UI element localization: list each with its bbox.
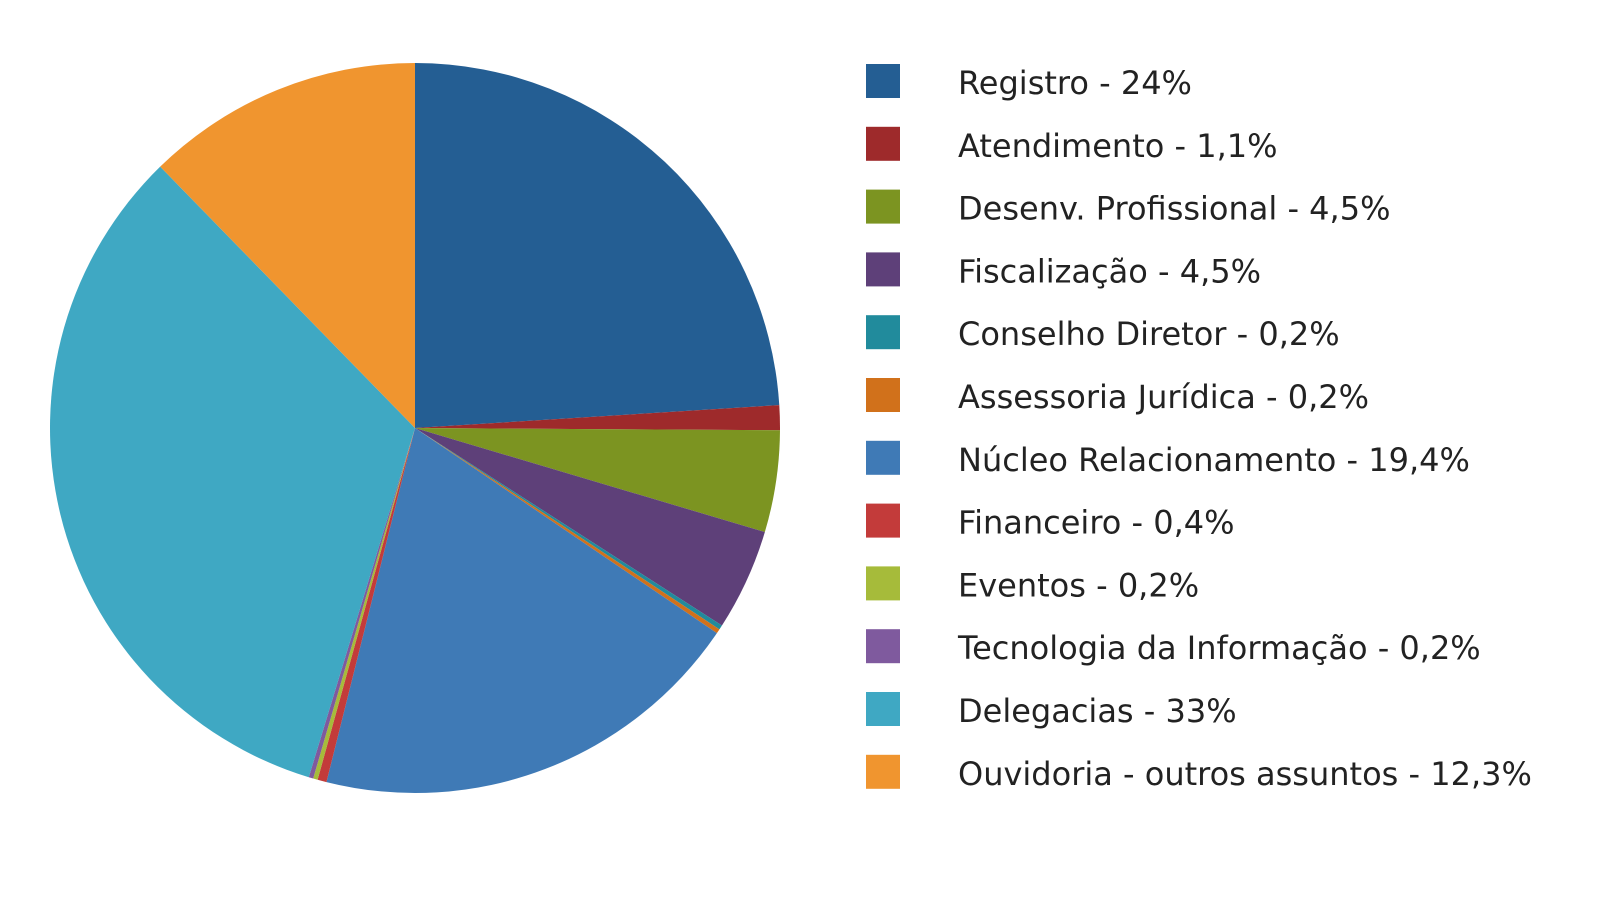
pie-slice — [415, 428, 780, 533]
pie-slice — [313, 428, 415, 780]
legend-label: Fiscalização - 4,5% — [958, 252, 1261, 290]
pie-slice — [317, 428, 415, 783]
pie-slice — [415, 428, 765, 626]
legend-label: Atendimento - 1,1% — [958, 127, 1278, 165]
legend-label: Financeiro - 0,4% — [958, 504, 1235, 542]
pie-slice — [415, 405, 780, 431]
legend-label: Desenv. Profissional - 4,5% — [958, 190, 1390, 228]
pie-slice — [308, 428, 415, 779]
legend-swatch — [866, 440, 900, 475]
legend-swatch — [866, 64, 900, 98]
legend-swatch — [866, 126, 900, 161]
legend-label: Eventos - 0,2% — [958, 566, 1199, 604]
legend-swatch — [866, 315, 900, 350]
pie-slice — [160, 63, 415, 428]
pie-slice — [415, 63, 780, 428]
legend-swatch — [866, 629, 900, 664]
legend-swatch — [866, 378, 900, 412]
legend-swatch — [866, 503, 900, 538]
pie-slice — [415, 428, 720, 634]
legend-swatch — [866, 566, 900, 601]
legend-label: Ouvidoria - outros assuntos - 12,3% — [958, 755, 1532, 793]
legend-label: Delegacias - 33% — [958, 692, 1237, 730]
pie-slice — [326, 428, 717, 793]
pie-slice — [415, 428, 722, 630]
legend-label: Assessoria Jurídica - 0,2% — [958, 378, 1369, 416]
legend-label: Núcleo Relacionamento - 19,4% — [958, 441, 1470, 479]
legend-label: Conselho Diretor - 0,2% — [958, 315, 1340, 353]
legend-swatch — [866, 189, 900, 224]
legend-swatch — [866, 252, 900, 287]
legend-label: Registro - 24% — [958, 64, 1192, 102]
legend-swatch — [866, 692, 900, 726]
pie-slice — [49, 166, 416, 778]
legend-swatch — [866, 754, 900, 789]
legend-label: Tecnologia da Informação - 0,2% — [957, 629, 1481, 667]
